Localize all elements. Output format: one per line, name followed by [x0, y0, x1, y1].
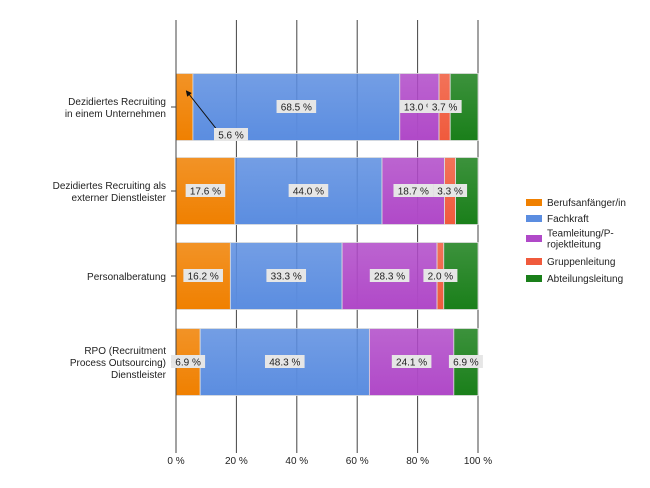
data-label: 13.0 %: [404, 103, 435, 114]
data-label: 33.3 %: [271, 272, 302, 283]
legend-swatch: [526, 199, 542, 206]
category-label: Dezidiertes Recruiting: [68, 97, 166, 108]
legend-swatch: [526, 258, 542, 265]
axes: 0 % 20 % 40 % 60 % 80 % 100 % Dezidiertes Recr…: [53, 20, 492, 467]
data-label: 16.2 %: [188, 272, 219, 283]
legend-label: Abteilungsleitung: [547, 274, 623, 285]
data-label: 18.7 %: [398, 187, 429, 198]
data-labels: 5.6 % 68.5 % 13.0 %3.7 % 17.6 % 44.0 % 18.7 %…: [171, 90, 483, 369]
data-label: 2.0 %: [428, 272, 454, 283]
legend-swatch: [526, 215, 542, 222]
data-label-box: [185, 184, 226, 197]
data-label-box: [448, 355, 483, 368]
data-label: 68.5 %: [281, 103, 312, 114]
data-label: 3.3 %: [437, 187, 463, 198]
legend-label: Gruppenleitung: [547, 257, 615, 268]
category-label: in einem Unternehmen: [65, 109, 166, 120]
data-label-box: [433, 184, 468, 197]
legend-swatch: [526, 275, 542, 282]
category-label: RPO (Recruitment: [84, 346, 166, 357]
data-label-box: [183, 269, 223, 282]
data-label-box: [264, 355, 305, 368]
category-label: Process Outsourcing): [70, 358, 166, 369]
data-label: 6.9 %: [175, 358, 201, 369]
data-label: 17.6 %: [190, 187, 221, 198]
bar-segment: [368, 328, 455, 396]
legend: Berufsanfänger/in Fachkraft Teamleitung/P-…: [526, 198, 626, 285]
x-tick-label: 40 %: [285, 456, 308, 467]
x-tick-label: 60 %: [346, 456, 369, 467]
data-label-box: [288, 184, 329, 197]
data-label: 44.0 %: [293, 187, 324, 198]
x-tick-label: 100 %: [464, 456, 492, 467]
data-label-box: [369, 269, 410, 282]
category-label: externer Dienstleister: [72, 193, 167, 204]
bar-segment: [175, 73, 194, 141]
bar-segment: [229, 242, 343, 310]
data-label-box: [393, 184, 434, 197]
legend-label: Berufsanfänger/in: [547, 198, 626, 209]
data-label-box: [427, 100, 462, 113]
data-label: 24.1 %: [396, 358, 427, 369]
category-label: Dezidiertes Recruiting als: [53, 181, 166, 192]
legend-label: Fachkraft: [547, 214, 589, 225]
data-label: 5.6 %: [218, 131, 244, 142]
data-label-box: [423, 269, 458, 282]
data-label-box: [266, 269, 307, 282]
category-label: Personalberatung: [87, 272, 166, 283]
data-label: 48.3 %: [269, 358, 300, 369]
data-label: 28.3 %: [374, 272, 405, 283]
data-label-box: [276, 100, 317, 113]
label-arrow: [185, 90, 219, 132]
legend-label: rojektleitung: [547, 240, 601, 251]
legend-label: Teamleitung/P-: [547, 229, 614, 240]
data-label: 3.7 %: [432, 103, 458, 114]
data-label-box: [171, 355, 206, 368]
x-tick-label: 0 %: [167, 456, 184, 467]
category-label: Dienstleister: [111, 370, 167, 381]
x-tick-label: 20 %: [225, 456, 248, 467]
data-label: 6.9 %: [453, 358, 479, 369]
legend-swatch: [526, 235, 542, 242]
data-label-box: [214, 128, 248, 141]
bars: [175, 73, 479, 396]
x-tick-label: 80 %: [406, 456, 429, 467]
data-label-box: [391, 355, 432, 368]
